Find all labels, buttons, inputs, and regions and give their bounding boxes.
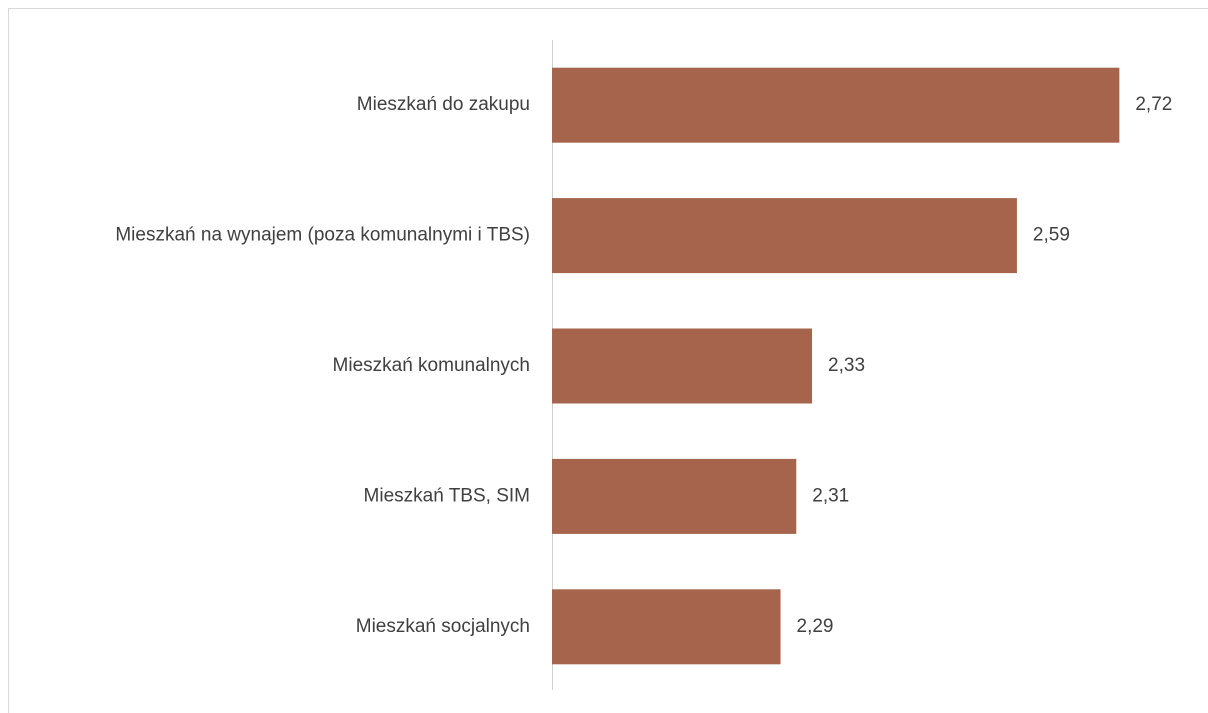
category-label: Mieszkań TBS, SIM bbox=[364, 485, 530, 506]
category-label: Mieszkań do zakupu bbox=[357, 94, 530, 115]
bar bbox=[552, 198, 1017, 274]
data-label: 2,33 bbox=[828, 355, 865, 376]
data-label: 2,29 bbox=[797, 616, 834, 637]
bar bbox=[552, 589, 781, 665]
data-label: 2,31 bbox=[812, 485, 849, 506]
category-label: Mieszkań na wynajem (poza komunalnymi i … bbox=[115, 225, 530, 246]
category-label: Mieszkań socjalnych bbox=[356, 616, 530, 637]
data-label: 2,59 bbox=[1033, 225, 1070, 246]
chart-frame bbox=[8, 8, 1208, 713]
bar bbox=[552, 67, 1120, 143]
bar bbox=[552, 328, 813, 404]
data-label: 2,72 bbox=[1135, 94, 1172, 115]
category-label: Mieszkań komunalnych bbox=[333, 355, 530, 376]
bar bbox=[552, 458, 797, 534]
